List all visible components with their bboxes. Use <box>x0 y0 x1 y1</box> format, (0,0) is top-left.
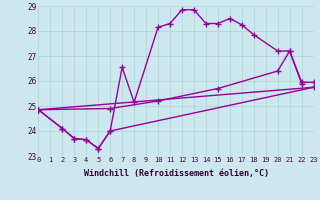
X-axis label: Windchill (Refroidissement éolien,°C): Windchill (Refroidissement éolien,°C) <box>84 169 268 178</box>
